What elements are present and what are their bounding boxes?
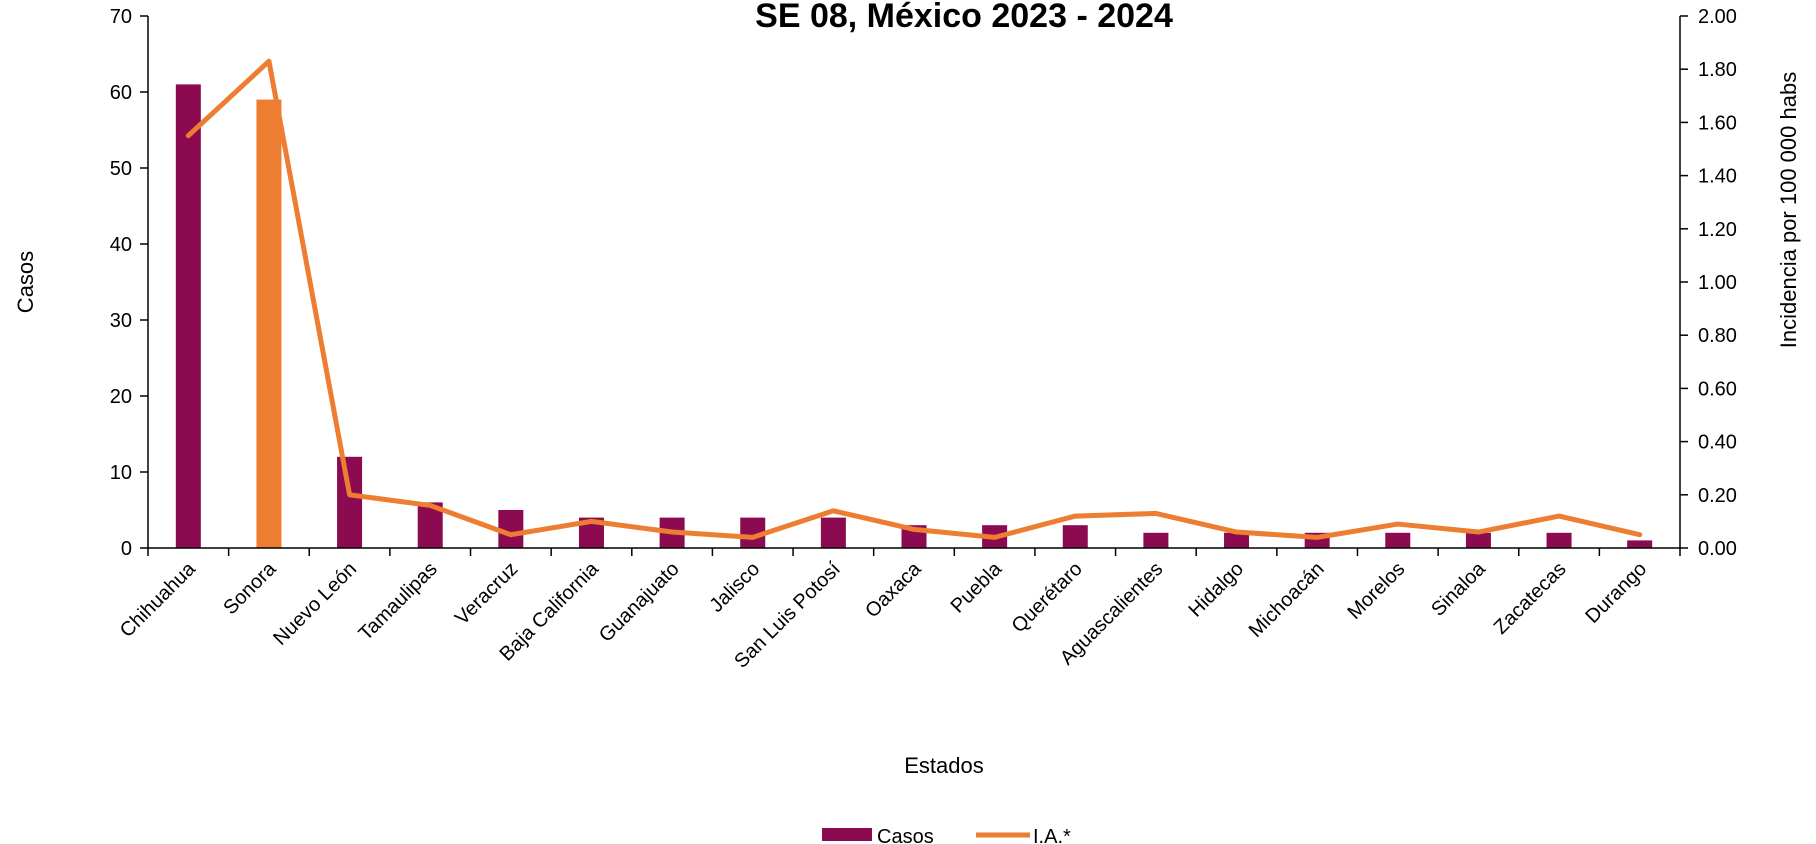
y-tick-label: 30 [110, 310, 132, 332]
y-tick-label: 10 [110, 462, 132, 484]
bar-morelos [1385, 532, 1411, 548]
bar-nuevo-león [337, 456, 363, 548]
line-series [185, 58, 1643, 540]
y2-tick-label: 1.00 [1698, 272, 1737, 294]
axes: 0 10 20 30 40 50 60 70 0.00 0.20 0.40 0.60 0.80 1.00 1… [110, 6, 1737, 560]
bar-hidalgo [1224, 532, 1250, 548]
legend-label-casos: Casos [877, 826, 934, 844]
bar-san-luis-potosí [820, 517, 846, 548]
x-tick-label: Jalisco [705, 558, 764, 617]
bar-chihuahua [175, 84, 201, 549]
y2-tick-label: 0.40 [1698, 432, 1737, 454]
y2-tick-label: 1.60 [1698, 112, 1737, 134]
bar-sinaloa [1465, 532, 1491, 548]
bar-durango [1627, 540, 1653, 548]
legend: Casos I.A.* [822, 826, 1071, 844]
y2-tick-label: 1.20 [1698, 219, 1737, 241]
bar-veracruz [498, 510, 524, 548]
x-tick-label: Sonora [219, 557, 281, 619]
bar-querétaro [1062, 525, 1088, 548]
bar-sonora [256, 99, 282, 548]
bar-aguascalientes [1143, 532, 1169, 548]
x-tick-label: Hidalgo [1185, 558, 1249, 622]
bar-series [175, 84, 1653, 549]
x-tick-label: Sinaloa [1427, 557, 1490, 620]
x-tick-label: Morelos [1343, 558, 1409, 624]
x-tick-label: Michoacán [1245, 558, 1329, 642]
x-tick-label: Veracruz [451, 558, 522, 629]
x-tick-label: Guanajuato [595, 558, 684, 647]
y2-tick-label: 0.60 [1698, 378, 1737, 400]
x-tick-label: Oaxaca [861, 557, 926, 622]
y-tick-label: 20 [110, 386, 132, 408]
y2-tick-label: 1.40 [1698, 166, 1737, 188]
x-tick-label: Chihuahua [116, 557, 201, 642]
legend-label-ia: I.A.* [1033, 826, 1071, 844]
y-tick-label: 50 [110, 158, 132, 180]
y2-tick-label: 0.20 [1698, 485, 1737, 507]
legend-swatch-casos [822, 828, 872, 841]
y-axis-title: Casos [13, 251, 38, 313]
x-axis-title: Estados [904, 753, 984, 778]
y-tick-label: 60 [110, 82, 132, 104]
y2-tick-label: 0.80 [1698, 325, 1737, 347]
y2-tick-label: 1.80 [1698, 59, 1737, 81]
x-tick-label: Tamaulipas [355, 558, 442, 645]
y-tick-label: 70 [110, 6, 132, 28]
bar-zacatecas [1546, 532, 1572, 548]
ia-line [185, 58, 1643, 540]
y2-tick-label: 0.00 [1698, 538, 1737, 560]
chart-title: SE 08, México 2023 - 2024 [755, 0, 1173, 35]
y-tick-label: 0 [121, 538, 132, 560]
x-tick-label: Nuevo León [269, 558, 361, 650]
y2-axis-title: Incidencia por 100 000 habs [1776, 72, 1801, 348]
x-tick-label: Zacatecas [1490, 558, 1571, 639]
x-tick-label: Querétaro [1008, 558, 1087, 637]
x-tick-label: Puebla [947, 557, 1007, 617]
x-tick-label: Durango [1581, 558, 1651, 628]
y-tick-label: 40 [110, 234, 132, 256]
y2-tick-label: 2.00 [1698, 6, 1737, 28]
